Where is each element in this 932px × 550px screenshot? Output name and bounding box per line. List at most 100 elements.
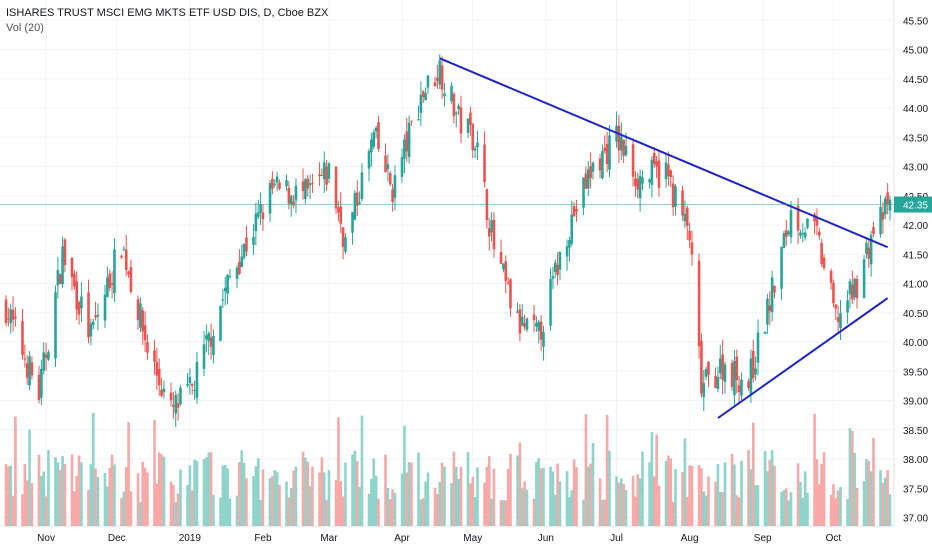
candle-body — [855, 278, 859, 299]
volume-bar — [879, 470, 882, 526]
candle-body — [261, 212, 265, 220]
volume-bar — [862, 481, 866, 526]
volume-bar — [370, 478, 373, 526]
candle-body — [162, 388, 166, 393]
candle-body — [869, 234, 873, 265]
volume-bar — [641, 451, 644, 526]
candle-body — [886, 192, 889, 205]
ascending-trendline — [717, 297, 889, 419]
candle-body — [782, 233, 786, 248]
volume-bar — [207, 452, 211, 526]
volume-bar — [806, 492, 809, 526]
volume-bar — [702, 491, 706, 526]
volume-bar — [25, 480, 29, 526]
candle-body — [320, 174, 324, 176]
volume-bar — [605, 414, 609, 526]
volume-bar — [56, 462, 60, 526]
candle-body — [619, 136, 623, 151]
volume-bar — [103, 472, 107, 526]
candle-body — [301, 181, 305, 191]
candle-body — [789, 210, 793, 238]
x-tick-label: Jun — [538, 533, 554, 544]
candle-body — [344, 237, 347, 252]
candle-body — [207, 333, 211, 342]
volume-bar — [384, 454, 387, 526]
candle-body — [25, 363, 29, 378]
candle-body — [228, 276, 232, 278]
candle-body — [308, 183, 312, 186]
volume-bar — [714, 481, 717, 526]
candle-body — [542, 331, 545, 347]
candle-body — [803, 232, 807, 238]
volume-bar — [110, 454, 114, 526]
volume-bar — [617, 482, 621, 526]
volume-bar — [532, 498, 536, 526]
volume-bar — [865, 459, 868, 526]
candle-body — [820, 242, 823, 264]
volume-bar — [591, 442, 595, 526]
candle-body — [466, 118, 470, 133]
candle-body — [751, 350, 755, 379]
volume-bar — [275, 472, 279, 526]
volume-bar — [565, 471, 569, 526]
volume-bar — [638, 478, 642, 526]
volume-bar — [492, 468, 496, 526]
candle-body — [87, 292, 90, 338]
x-tick-label: Feb — [254, 533, 272, 544]
volume-bar — [700, 468, 703, 526]
volume-bar — [681, 472, 684, 526]
candle-body — [532, 314, 536, 321]
candle-body — [549, 279, 552, 326]
candle-body — [205, 335, 208, 340]
volume-bar — [353, 450, 357, 526]
candle-body — [377, 122, 380, 150]
volume-bar — [504, 500, 508, 526]
volume-bar — [657, 485, 661, 526]
candle-body — [667, 164, 670, 177]
volume-bar — [186, 484, 189, 526]
candle-body — [275, 176, 279, 183]
y-tick-label: 38.50 — [903, 426, 928, 437]
volume-bar — [327, 470, 331, 526]
candle-body — [624, 145, 628, 156]
candle-body — [836, 317, 840, 323]
volume-bar — [754, 485, 757, 526]
volume-bar — [619, 478, 623, 526]
volume-bar — [443, 466, 446, 526]
volume-bar — [240, 450, 244, 526]
candle-body — [384, 155, 387, 173]
candle-body — [655, 161, 658, 167]
volume-bar — [311, 466, 314, 526]
volume-bar — [822, 452, 826, 526]
candle-body — [556, 264, 559, 276]
candle-body — [502, 263, 505, 270]
candle-body — [61, 246, 64, 285]
candle-body — [763, 332, 767, 334]
candle-body — [393, 175, 397, 198]
candle-body — [127, 271, 130, 275]
candle-body — [872, 226, 875, 235]
volume-bar — [469, 483, 472, 526]
volume-bar — [129, 491, 133, 526]
volume-bar — [157, 452, 161, 526]
candle-body — [443, 93, 446, 97]
volume-bar — [337, 417, 340, 526]
volume-bar — [839, 486, 842, 526]
candle-body — [603, 147, 607, 152]
candle-body — [648, 179, 651, 183]
volume-bar — [40, 475, 43, 526]
volume-bar — [716, 463, 720, 526]
volume-bar — [780, 491, 783, 526]
volume-bar — [14, 416, 17, 526]
candle-body — [129, 267, 133, 293]
volume-bar — [91, 412, 95, 526]
candle-body — [14, 316, 17, 319]
candle-body — [195, 361, 199, 398]
candle-body — [813, 214, 816, 222]
candle-body — [273, 183, 277, 185]
candle-body — [219, 306, 222, 341]
candle-body — [433, 82, 437, 87]
candle-body — [539, 321, 543, 340]
